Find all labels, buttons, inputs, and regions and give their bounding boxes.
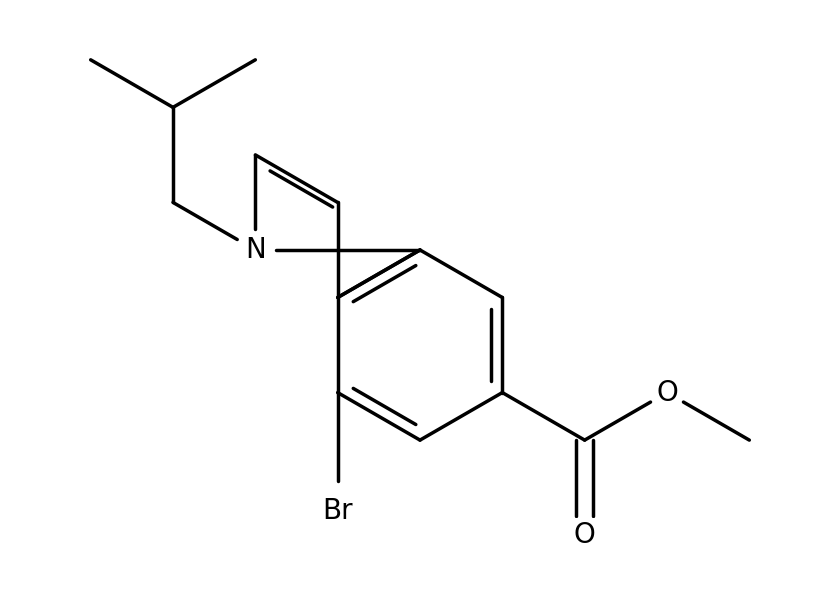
Text: N: N: [245, 236, 265, 264]
Text: Br: Br: [323, 497, 353, 525]
Text: O: O: [574, 521, 596, 549]
Text: O: O: [656, 378, 678, 406]
